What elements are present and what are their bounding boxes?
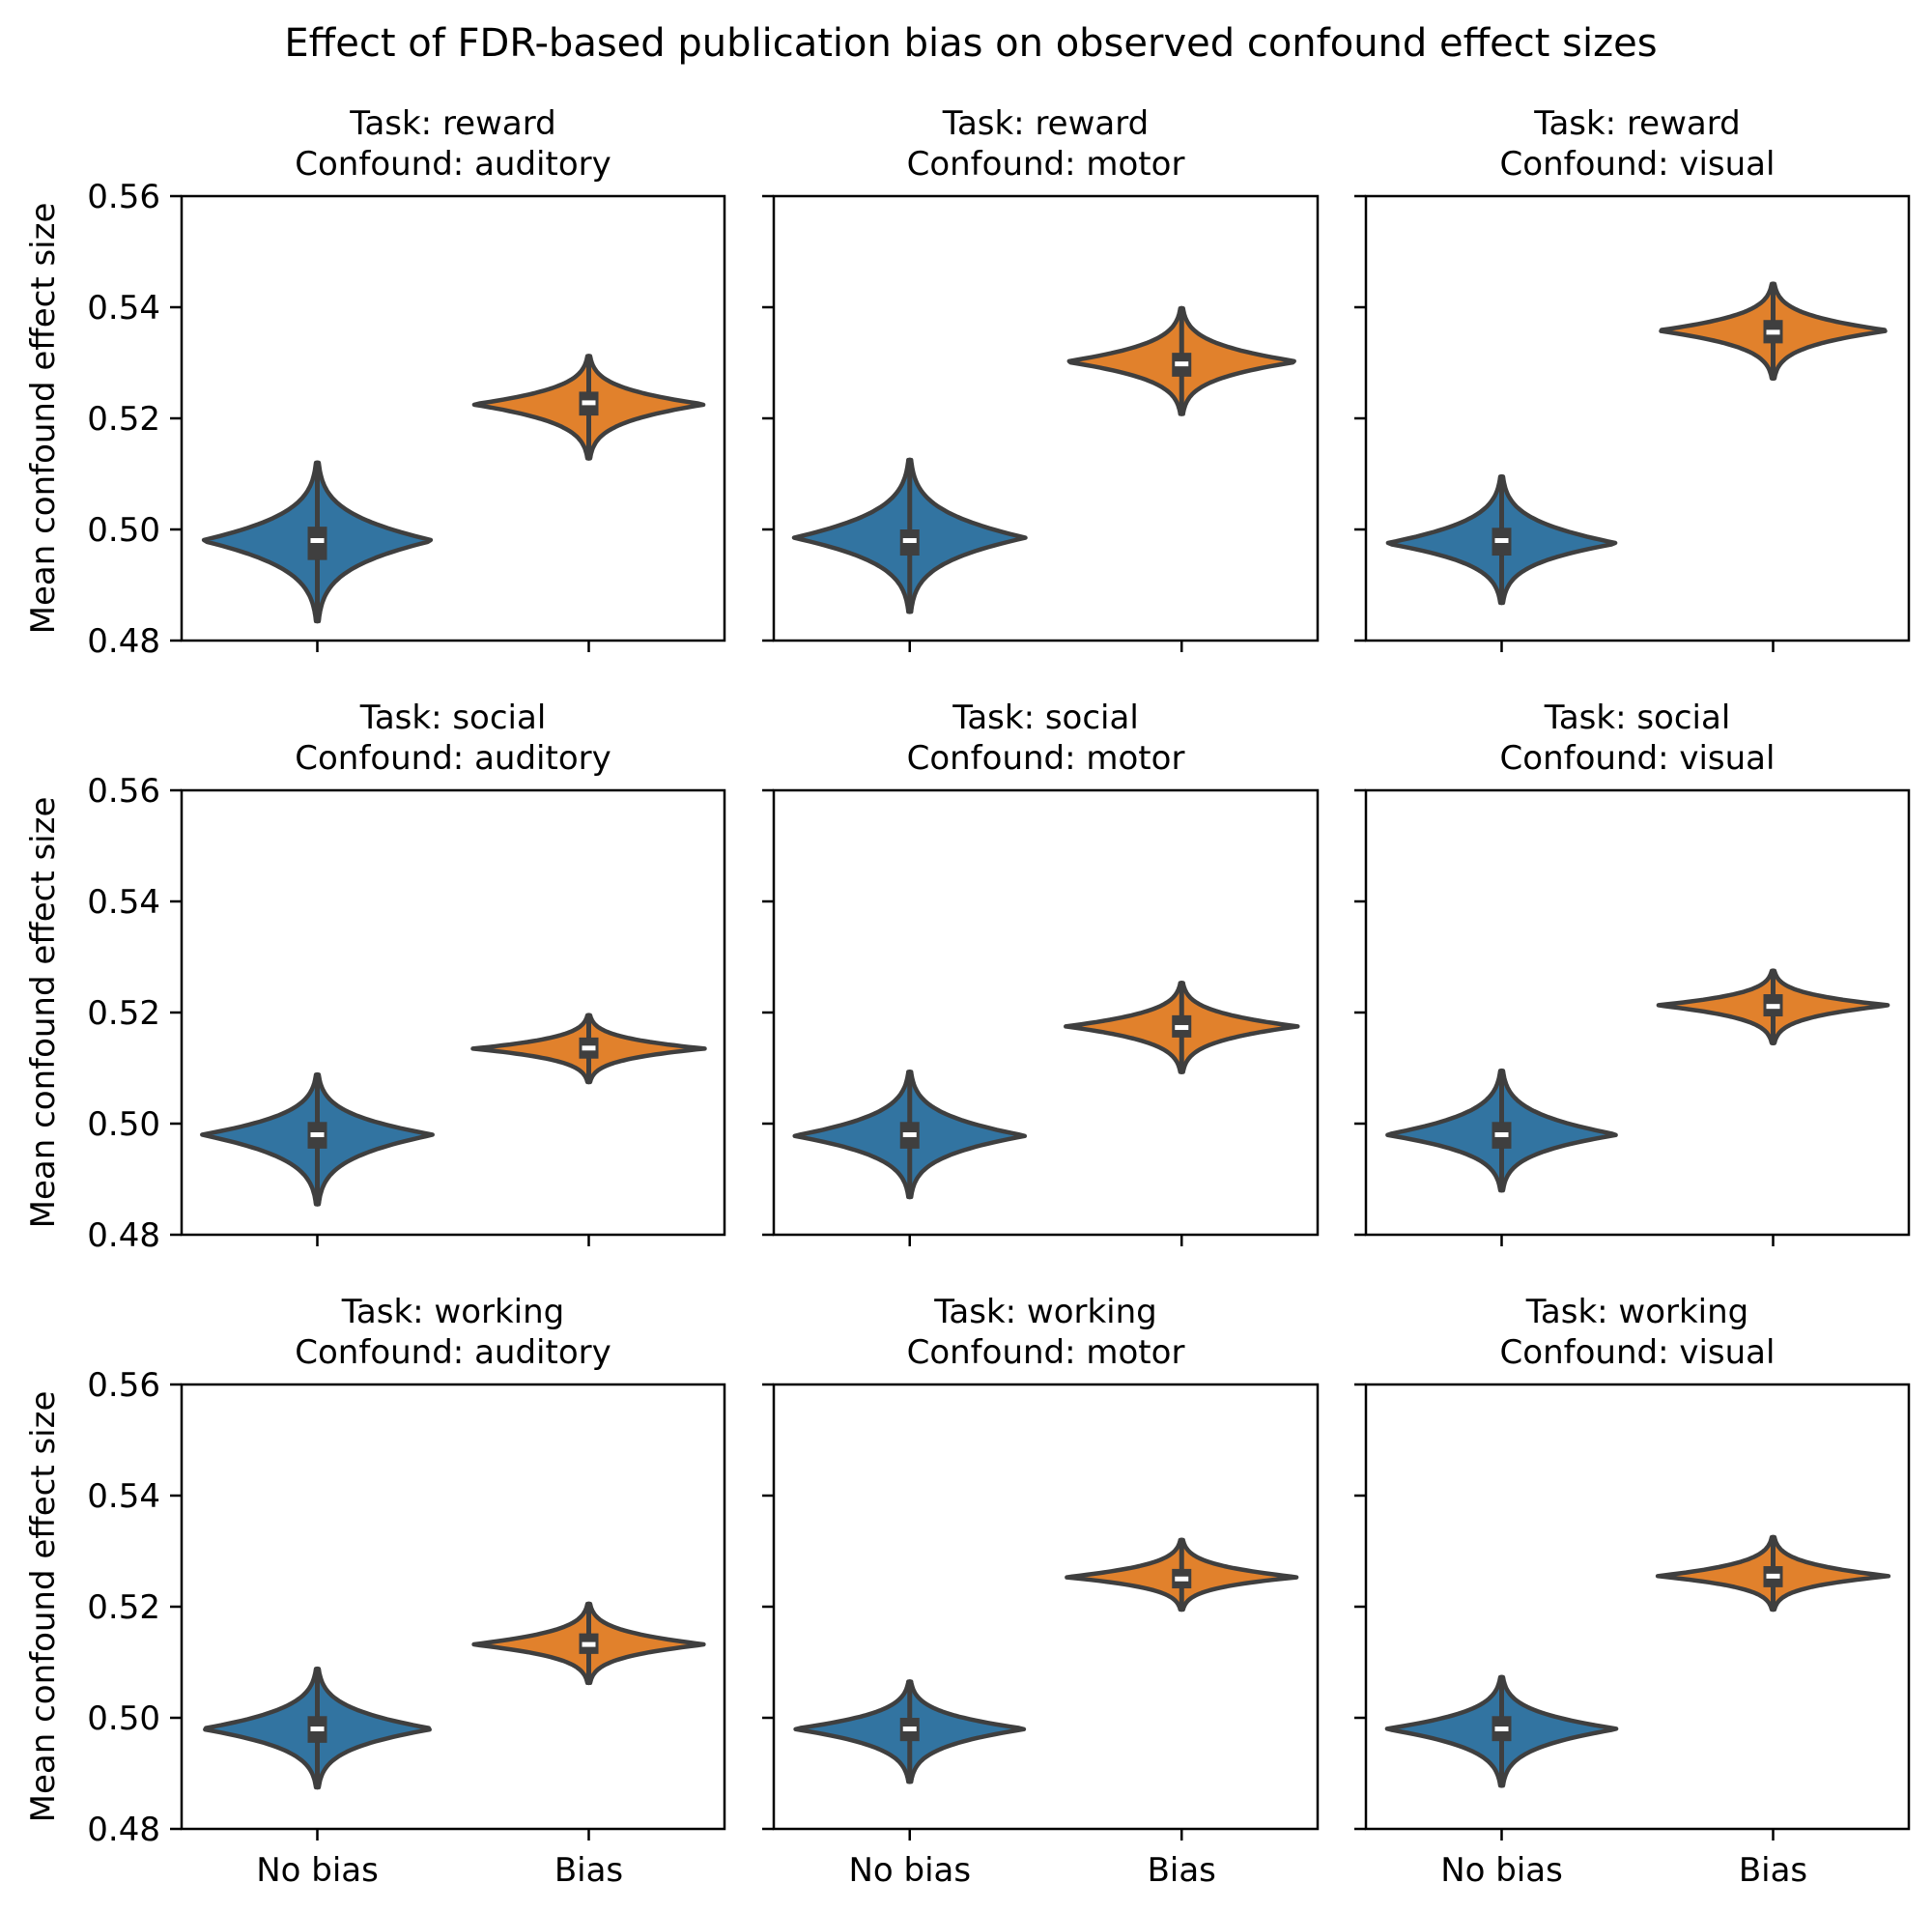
panel-title-task: Task: social — [1544, 699, 1731, 737]
axes-frame — [1364, 1383, 1911, 1831]
axes-frame — [1364, 194, 1911, 642]
panel-title-confound: Confound: auditory — [295, 739, 611, 778]
panel-title-confound: Confound: visual — [1500, 739, 1776, 778]
violin-median — [582, 1045, 596, 1051]
violin-median — [1494, 538, 1509, 543]
y-tick-label: 0.56 — [87, 178, 160, 216]
panel-title-task: Task: reward — [942, 104, 1149, 143]
panel-title-confound: Confound: auditory — [295, 1333, 611, 1372]
panel-title-task: Task: social — [359, 699, 547, 737]
y-tick-label: 0.50 — [87, 1105, 160, 1144]
panel-title-task: Task: social — [952, 699, 1139, 737]
violin-median — [902, 1132, 917, 1137]
y-tick-label: 0.48 — [87, 622, 160, 661]
violin-median — [582, 400, 596, 406]
panel-title-confound: Confound: visual — [1500, 1333, 1776, 1372]
panel-title-confound: Confound: motor — [907, 1333, 1185, 1372]
violin-median — [1766, 329, 1780, 335]
y-tick-label: 0.50 — [87, 1699, 160, 1738]
y-tick-label: 0.52 — [87, 400, 160, 439]
x-tick-label: Bias — [554, 1851, 623, 1890]
x-tick-label: Bias — [1148, 1851, 1216, 1890]
panel-title-task: Task: working — [1525, 1293, 1749, 1331]
y-tick-label: 0.48 — [87, 1811, 160, 1849]
violin-median — [582, 1641, 596, 1647]
violin-median — [310, 538, 325, 543]
violin-median — [1175, 1576, 1189, 1582]
violin-median — [1766, 1004, 1780, 1010]
y-tick-label: 0.56 — [87, 1366, 160, 1405]
x-tick-label: Bias — [1739, 1851, 1807, 1890]
violin-median — [1494, 1727, 1509, 1731]
y-tick-label: 0.50 — [87, 511, 160, 550]
axes-frame — [772, 1383, 1320, 1831]
panel-title-confound: Confound: motor — [907, 739, 1185, 778]
violin-iqr-box — [307, 527, 327, 560]
x-tick-label: No bias — [1440, 1851, 1563, 1890]
panel-title-confound: Confound: visual — [1500, 145, 1776, 184]
x-tick-label: No bias — [256, 1851, 379, 1890]
panel-title-task: Task: reward — [349, 104, 555, 143]
y-axis-label: Mean confound effect size — [24, 1391, 63, 1823]
y-tick-label: 0.54 — [87, 883, 160, 922]
axes-frame — [772, 194, 1320, 642]
violin-median — [310, 1727, 325, 1731]
y-axis-label: Mean confound effect size — [24, 203, 63, 635]
x-tick-label: No bias — [848, 1851, 971, 1890]
violin-median — [310, 1132, 325, 1137]
panel-title-task: Task: working — [341, 1293, 565, 1331]
violin-median — [902, 538, 917, 543]
panel-title-confound: Confound: motor — [907, 145, 1185, 184]
y-tick-label: 0.48 — [87, 1216, 160, 1255]
figure-title: Effect of FDR-based publication bias on … — [284, 21, 1657, 66]
y-tick-label: 0.54 — [87, 289, 160, 328]
y-tick-label: 0.54 — [87, 1477, 160, 1516]
violin-median — [902, 1727, 917, 1731]
y-tick-label: 0.56 — [87, 772, 160, 811]
axes-frame — [180, 788, 726, 1237]
violin-median — [1175, 361, 1189, 367]
panel-title-task: Task: working — [933, 1293, 1157, 1331]
axes-frame — [772, 788, 1320, 1237]
y-tick-label: 0.52 — [87, 1588, 160, 1627]
panel-title-confound: Confound: auditory — [295, 145, 611, 184]
panel-title-task: Task: reward — [1533, 104, 1740, 143]
violin-median — [1766, 1573, 1780, 1579]
axes-frame — [180, 1383, 726, 1831]
y-axis-label: Mean confound effect size — [24, 797, 63, 1229]
violin-median — [1175, 1025, 1189, 1031]
violin-median — [1494, 1132, 1509, 1137]
y-tick-label: 0.52 — [87, 994, 160, 1033]
